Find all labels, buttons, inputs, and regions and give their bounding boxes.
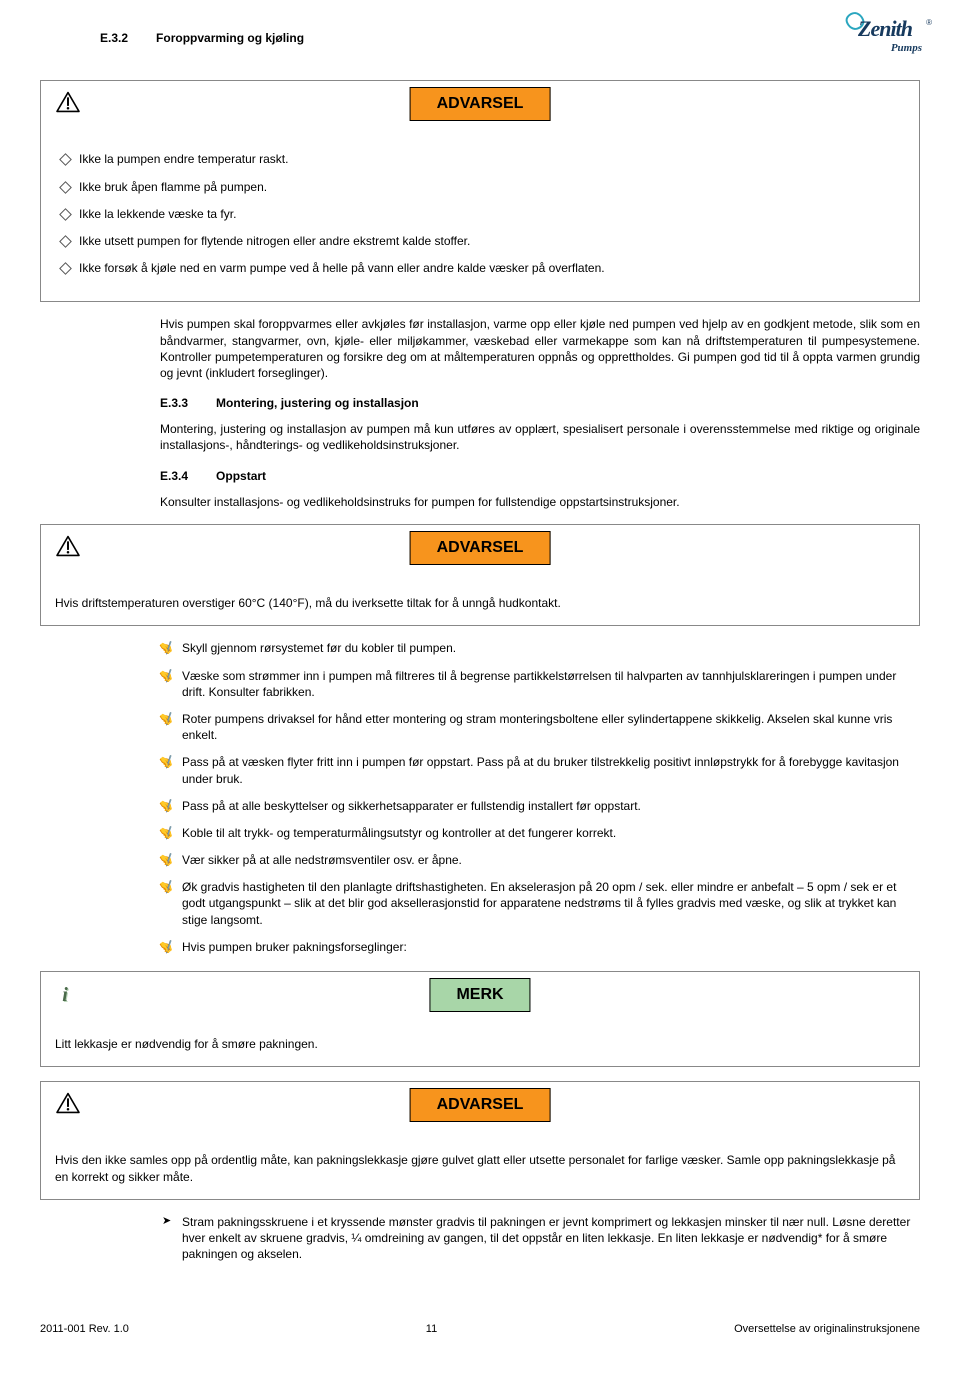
subsection-title: Oppstart [216, 468, 266, 484]
warning-text: Hvis driftstemperaturen overstiger 60°C … [55, 595, 905, 611]
packing-procedure-item: Stram pakningsskruene i et kryssende møn… [160, 1214, 920, 1263]
warning-list-1: Ikke la pumpen endre temperatur raskt. I… [55, 151, 905, 276]
procedure-list: Skyll gjennom rørsystemet før du kobler … [160, 640, 920, 955]
note-box: i MERK Litt lekkasje er nødvendig for å … [40, 971, 920, 1067]
footer-revision: 2011-001 Rev. 1.0 [40, 1322, 129, 1337]
section-title: Foroppvarming og kjøling [156, 30, 304, 46]
paragraph-preheating: Hvis pumpen skal foroppvarmes eller avkj… [160, 316, 920, 381]
subsection-header-e34: E.3.4 Oppstart [160, 468, 920, 484]
procedure-item: Koble til alt trykk- og temperaturmåling… [160, 825, 920, 841]
subsection-number: E.3.3 [160, 395, 188, 411]
warning-triangle-icon [55, 91, 81, 113]
brand-logo: Zenith ® Pumps [842, 14, 928, 54]
warning-label: ADVARSEL [410, 1088, 551, 1122]
procedure-item: Roter pumpens drivaksel for hånd etter m… [160, 711, 920, 743]
procedure-item: Pass på at væsken flyter fritt inn i pum… [160, 754, 920, 786]
procedure-item: Væske som strømmer inn i pumpen må filtr… [160, 668, 920, 700]
info-icon: i [55, 982, 75, 1002]
warning-triangle-icon [55, 535, 81, 557]
paragraph-startup: Konsulter installasjons- og vedlikeholds… [160, 494, 920, 510]
warning-item: Ikke la lekkende væske ta fyr. [59, 206, 905, 222]
paragraph-installation: Montering, justering og installasjon av … [160, 421, 920, 453]
procedure-item: Skyll gjennom rørsystemet før du kobler … [160, 640, 920, 656]
subsection-header-e33: E.3.3 Montering, justering og installasj… [160, 395, 920, 411]
warning-box-1: ADVARSEL Ikke la pumpen endre temperatur… [40, 80, 920, 302]
warning-item: Ikke utsett pumpen for flytende nitrogen… [59, 233, 905, 249]
note-text: Litt lekkasje er nødvendig for å smøre p… [55, 1036, 905, 1052]
section-number: E.3.2 [100, 30, 128, 46]
warning-box-3: ADVARSEL Hvis den ikke samles opp på ord… [40, 1081, 920, 1200]
procedure-item: Hvis pumpen bruker pakningsforseglinger: [160, 939, 920, 955]
logo-registered: ® [926, 18, 932, 29]
warning-label: ADVARSEL [410, 531, 551, 565]
page-footer: 2011-001 Rev. 1.0 11 Oversettelse av ori… [40, 1322, 920, 1337]
logo-text: Zenith [842, 14, 928, 44]
footer-page-number: 11 [426, 1322, 437, 1337]
packing-procedure-list: Stram pakningsskruene i et kryssende møn… [160, 1214, 920, 1263]
procedure-item: Øk gradvis hastigheten til den planlagte… [160, 879, 920, 928]
footer-translation-note: Oversettelse av originalinstruksjonene [734, 1322, 920, 1337]
logo-mark: Zenith ® Pumps [842, 14, 928, 54]
subsection-title: Montering, justering og installasjon [216, 395, 419, 411]
warning-triangle-icon [55, 1092, 81, 1114]
procedure-item: Vær sikker på at alle nedstrømsventiler … [160, 852, 920, 868]
procedure-item: Pass på at alle beskyttelser og sikkerhe… [160, 798, 920, 814]
warning-item: Ikke la pumpen endre temperatur raskt. [59, 151, 905, 167]
subsection-number: E.3.4 [160, 468, 188, 484]
warning-label: ADVARSEL [410, 87, 551, 121]
section-header: E.3.2 Foroppvarming og kjøling [100, 30, 920, 46]
note-label: MERK [429, 978, 530, 1012]
warning-text: Hvis den ikke samles opp på ordentlig må… [55, 1152, 905, 1184]
logo-subtext: Pumps [891, 41, 922, 56]
warning-item: Ikke forsøk å kjøle ned en varm pumpe ve… [59, 260, 905, 276]
warning-box-2: ADVARSEL Hvis driftstemperaturen oversti… [40, 524, 920, 626]
warning-item: Ikke bruk åpen flamme på pumpen. [59, 179, 905, 195]
